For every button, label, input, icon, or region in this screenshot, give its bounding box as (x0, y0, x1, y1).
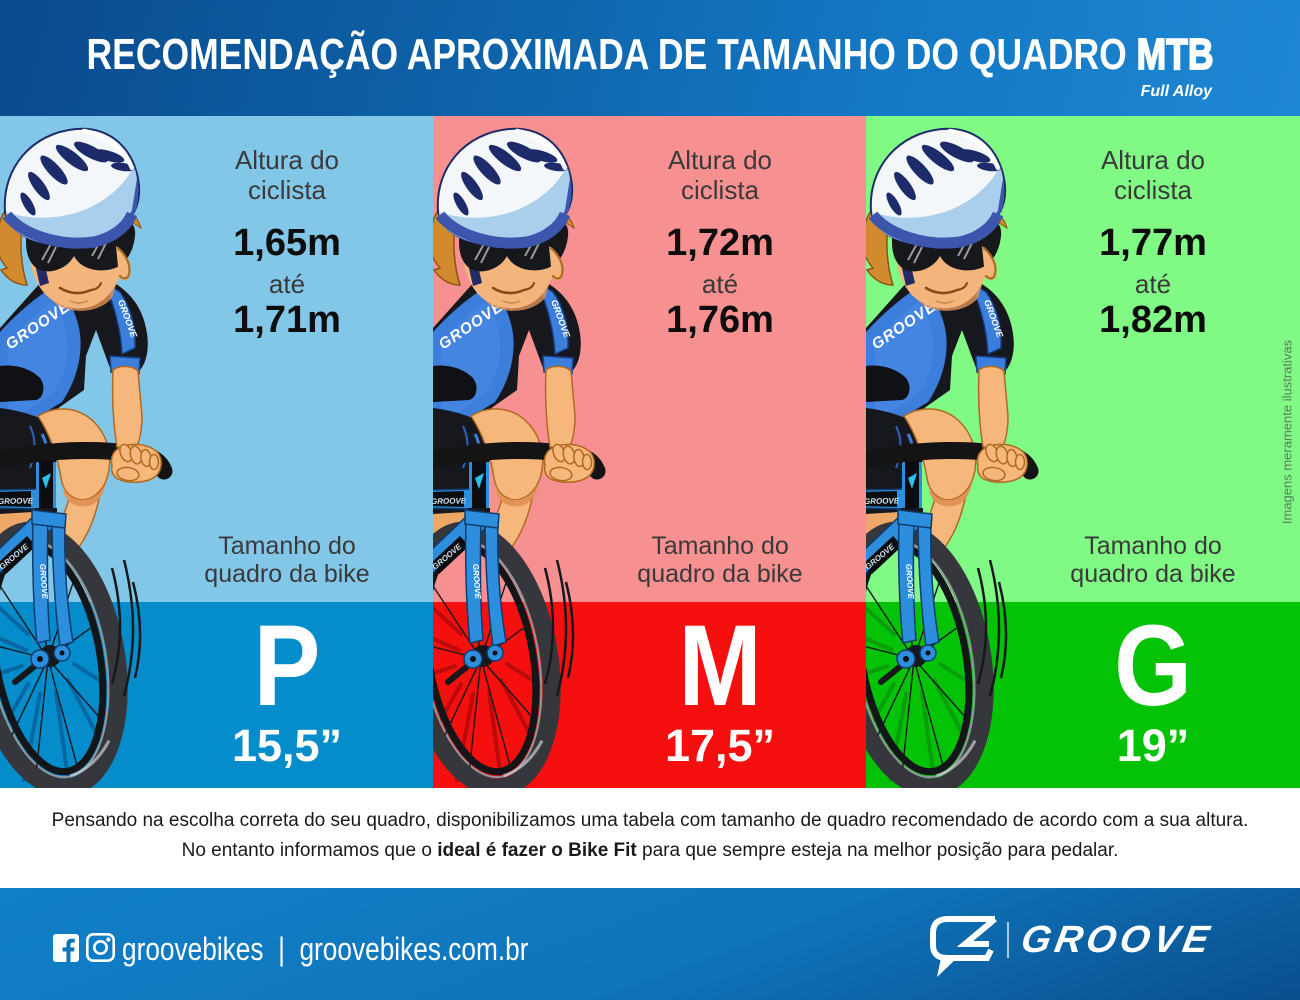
svg-text:GROOVE: GROOVE (1018, 918, 1216, 961)
